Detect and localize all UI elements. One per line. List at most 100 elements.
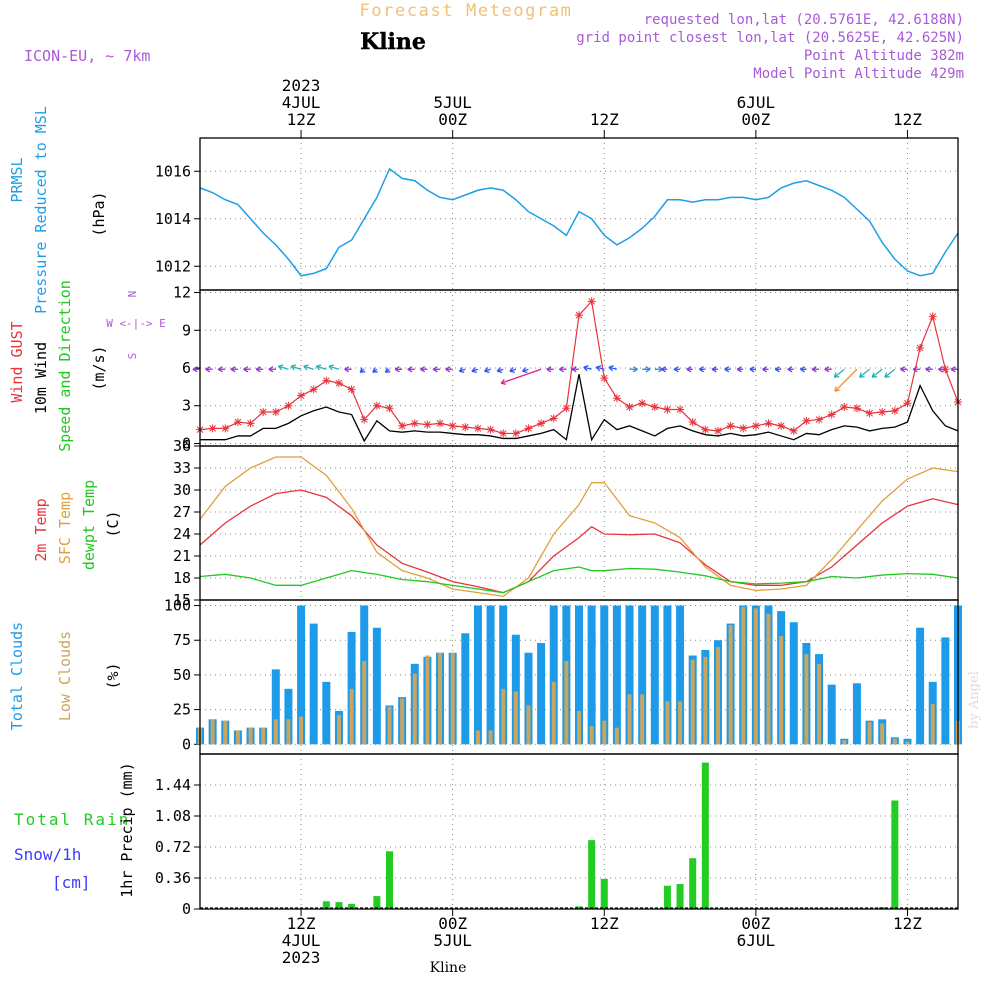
low-clouds-bar [425,655,430,745]
y-tick-label: 1.44 [155,776,191,794]
wind-direction-arrowhead [290,364,297,371]
wind-gust-marker [751,421,760,430]
wind-direction-arrowhead [277,364,284,371]
total-clouds-bar [638,605,647,745]
wind-gust-marker [575,311,583,320]
wind-gust-marker [334,379,343,388]
total-clouds-bar [549,605,558,745]
wind-direction-arrowhead [774,366,780,373]
wind-direction-arrowhead [303,364,309,371]
wind-gust-marker [865,409,874,418]
wind-gust-marker [663,405,672,414]
pressure-unit-label: (hPa) [90,191,108,236]
wind-direction-arrowhead [871,372,878,378]
wind-direction-arrowhead [762,366,768,373]
time-tick-top-label: 12Z [590,110,619,129]
wind-direction-arrowhead [420,366,426,373]
wind-gust-marker [638,399,647,408]
y-tick-label: 1016 [155,162,191,180]
wind-gust-marker [625,403,634,411]
low-clouds-bar [501,688,506,745]
wind-direction-arrowhead [372,367,378,373]
wind-direction-arrowhead [521,367,528,373]
total-clouds-bar [625,605,634,745]
wind-direction-arrowhead [192,366,198,373]
rain-bar [600,878,608,909]
wind-gust-marker [713,426,722,435]
wind-gust-marker [524,424,533,433]
wind-direction-arrowhead [811,366,817,373]
wind-direction-arrowhead [496,367,503,373]
wind-gust-marker [916,343,925,352]
low-clouds-bar [715,647,720,745]
temp-unit-label: (C) [104,510,122,537]
wind-gust-marker [827,410,836,419]
time-tick-bottom-label: 5JUL [433,931,472,950]
y-tick-label: 1012 [155,257,191,275]
watermark: by Angel [967,671,982,729]
wind-direction-arrowhead [912,366,918,373]
wind-direction-arrow [278,365,289,370]
low-clouds-bar [728,624,733,745]
time-tick-bottom-label: 00Z [438,914,467,933]
total-clouds-bar [852,683,861,745]
wind-gust-marker [802,416,811,425]
total-clouds-bar [511,634,520,745]
wind-direction-arrowhead [205,366,211,373]
low-clouds-bar [513,691,518,745]
wind-gust-marker [486,425,495,434]
wind-speed-line [200,374,959,443]
low-clouds-bar [526,705,531,745]
wind-direction-arrowhead [686,366,692,373]
wind-gust-marker [928,312,937,321]
temp-2m-label: 2m Temp [32,498,50,561]
low-clouds-bar [488,730,493,745]
low-clouds-bar [412,673,417,745]
wind-direction-arrow [316,365,327,370]
wind-gust-marker [398,421,407,430]
wind-gust-marker [360,415,369,424]
total-clouds-bar [587,605,596,745]
wind-gust-marker [461,423,470,432]
wind-direction-arrow [871,368,883,378]
rain-bar [575,906,583,909]
wind-gust-marker [537,419,546,428]
wind-direction-arrowhead [833,372,840,378]
time-tick-top-label: 00Z [741,110,770,129]
wind-gust-marker [511,429,520,438]
rain-bar [663,885,671,909]
wind-gust-line [199,300,959,435]
rain-bar [335,902,343,909]
total-clouds-bar [650,605,659,745]
y-tick-label: 0 [182,900,191,918]
wind-direction-arrowhead [800,366,806,373]
wind-gust-marker [284,401,293,410]
time-tick-top-label: 4JUL [282,93,321,112]
low-clouds-bar [475,730,480,745]
wind-direction-arrow [859,368,870,378]
low-clouds-bar [753,608,758,745]
wind-gust-marker [221,424,230,433]
low-clouds-bar [551,681,556,745]
wind-direction-arrowhead [571,366,577,373]
low-clouds-bar [665,701,670,745]
wind-gust-marker [448,421,457,430]
low-clouds-bar [349,688,354,745]
wind-direction-arrow [884,368,896,378]
precip-axis-label: 1hr Precip (mm) [118,762,136,897]
time-tick-top-label: 00Z [438,110,467,129]
rain-bar [689,858,697,909]
low-clouds-bar [640,694,645,745]
low-clouds-bar [286,719,291,745]
wind-gust-marker [676,405,685,414]
wind-direction-arrowhead [661,366,667,373]
low-clouds-bar [766,613,771,745]
wind-gust-marker [423,420,432,429]
temp-dewpoint-label: dewpt Temp [80,480,98,570]
point-altitude: Point Altitude 382m [804,48,964,64]
low-clouds-bar [223,720,228,745]
compass-n-label: N [126,291,139,298]
clouds-unit-label: (%) [104,662,122,689]
